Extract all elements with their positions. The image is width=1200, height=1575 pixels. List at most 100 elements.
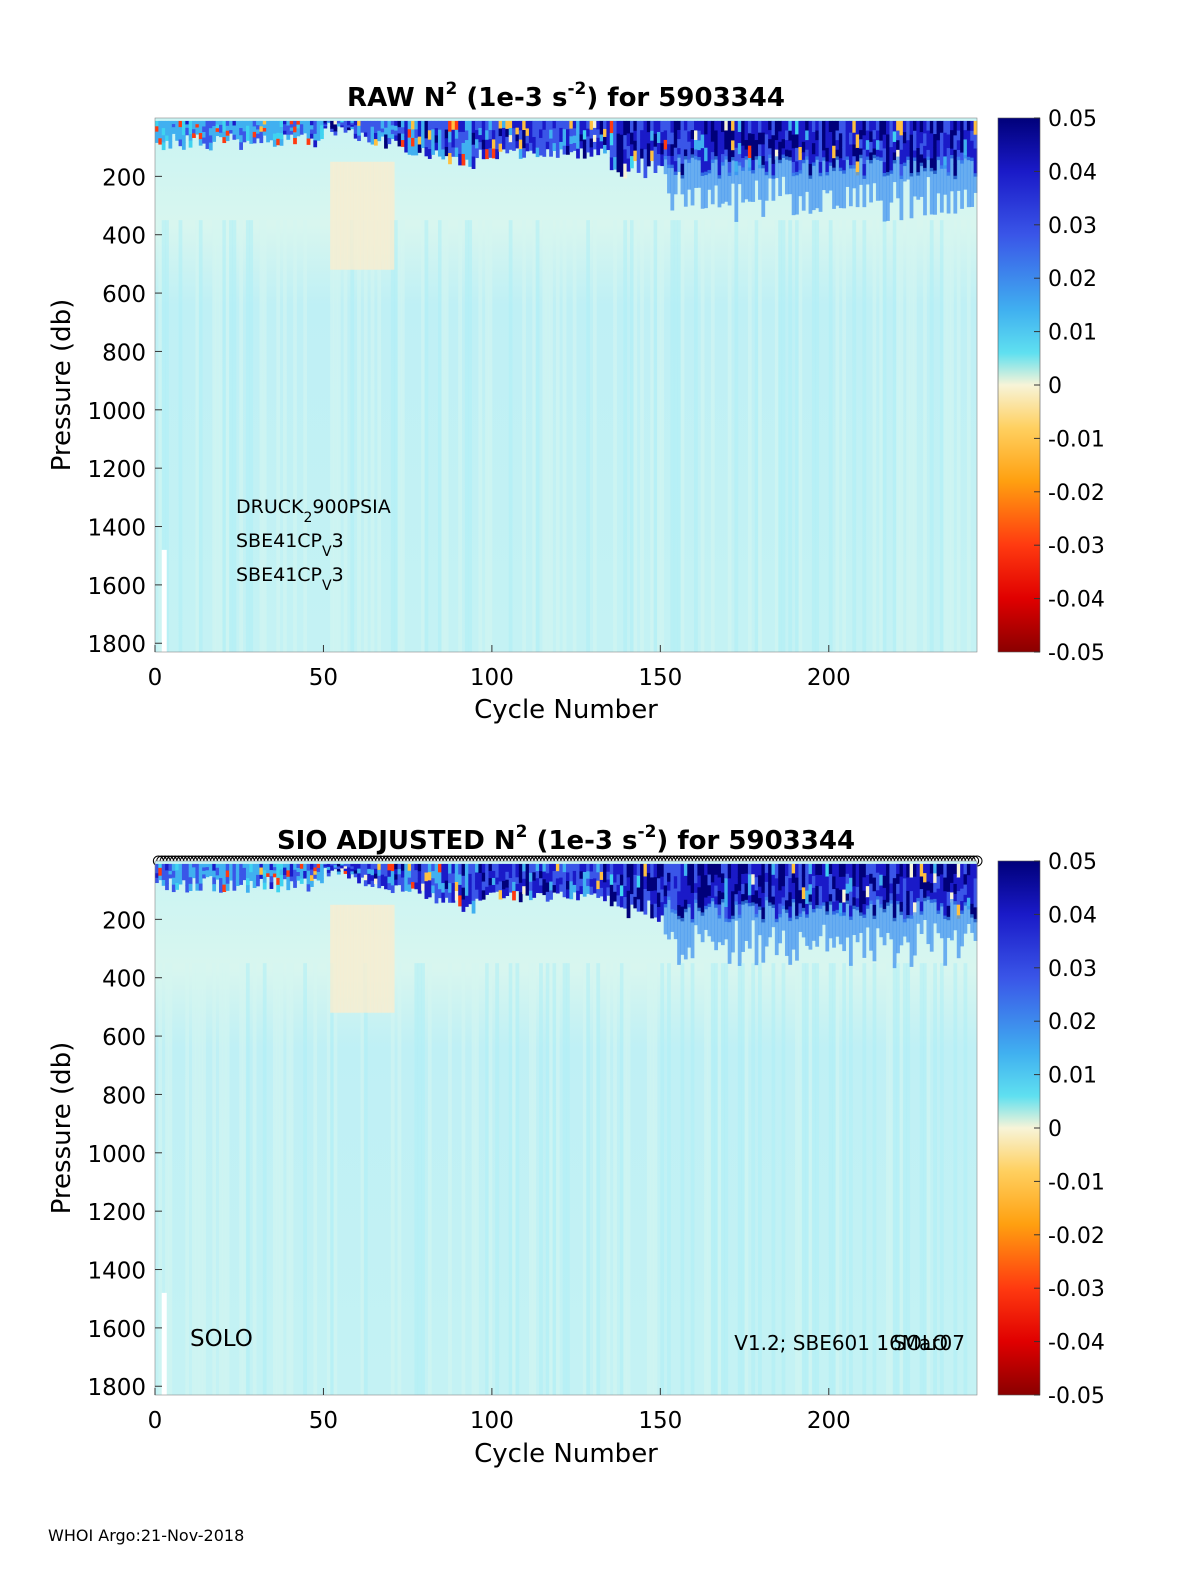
heatmap-cell bbox=[299, 873, 304, 880]
heatmap-column bbox=[239, 963, 243, 1395]
heatmap-cell bbox=[569, 881, 574, 891]
heatmap-cell bbox=[697, 120, 702, 132]
heatmap-cell bbox=[336, 868, 341, 873]
heatmap-column bbox=[343, 220, 348, 652]
heatmap-cell bbox=[495, 870, 500, 879]
heatmap-cell bbox=[764, 120, 769, 135]
heatmap-cell bbox=[347, 867, 351, 872]
heatmap-cell bbox=[522, 139, 526, 149]
heatmap-cell bbox=[185, 863, 190, 872]
heatmap-cell bbox=[845, 863, 850, 875]
heatmap-cell bbox=[579, 871, 584, 880]
heatmap-cell bbox=[896, 156, 900, 199]
heatmap-cell bbox=[656, 131, 661, 144]
heatmap-cell bbox=[899, 889, 904, 903]
heatmap-cell bbox=[720, 892, 725, 903]
plot-area bbox=[154, 117, 978, 653]
heatmap-cell bbox=[390, 871, 395, 879]
heatmap-cell bbox=[458, 120, 462, 133]
heatmap-cell bbox=[822, 902, 826, 925]
heatmap-cell bbox=[953, 883, 958, 895]
heatmap-cell bbox=[700, 134, 705, 149]
heatmap-cell bbox=[272, 867, 277, 871]
heatmap-cell bbox=[734, 874, 739, 885]
heatmap-cell bbox=[808, 894, 813, 906]
heatmap-cell bbox=[818, 120, 823, 136]
heatmap-cell bbox=[518, 130, 523, 141]
heatmap-cell bbox=[411, 137, 415, 147]
heatmap-cell bbox=[279, 133, 284, 140]
heatmap-cell bbox=[592, 120, 597, 129]
heatmap-cell bbox=[380, 120, 385, 126]
heatmap-cell bbox=[242, 126, 247, 132]
heatmap-cell bbox=[464, 874, 469, 886]
heatmap-cell bbox=[714, 149, 718, 160]
heatmap-cell bbox=[390, 878, 395, 886]
heatmap-cell bbox=[434, 893, 439, 904]
heatmap-cell bbox=[744, 149, 749, 160]
y-axis-label: Pressure (db) bbox=[47, 299, 77, 472]
heatmap-cell bbox=[926, 140, 931, 151]
heatmap-cell bbox=[569, 120, 574, 130]
heatmap-cell bbox=[501, 863, 506, 873]
heatmap-cell bbox=[309, 133, 314, 139]
heatmap-cell bbox=[377, 881, 382, 889]
heatmap-cell bbox=[781, 905, 786, 931]
heatmap-cell bbox=[764, 896, 769, 947]
heatmap-cell bbox=[923, 897, 927, 921]
heatmap-cell bbox=[906, 130, 911, 141]
heatmap-cell bbox=[808, 149, 813, 165]
heatmap-cell bbox=[572, 128, 577, 137]
heatmap-cell bbox=[825, 171, 830, 194]
heatmap-cell bbox=[906, 140, 911, 151]
heatmap-column bbox=[879, 220, 884, 652]
heatmap-column bbox=[212, 963, 217, 1395]
heatmap-cell bbox=[811, 899, 816, 913]
heatmap-cell bbox=[636, 899, 641, 912]
heatmap-cell bbox=[704, 886, 708, 899]
heatmap-column bbox=[778, 220, 783, 652]
heatmap-cell bbox=[542, 138, 547, 148]
heatmap-column bbox=[562, 220, 567, 652]
heatmap-cell bbox=[663, 904, 668, 935]
heatmap-cell bbox=[185, 120, 190, 125]
heatmap-column bbox=[754, 220, 759, 652]
heatmap-cell bbox=[906, 863, 911, 878]
heatmap-cell bbox=[640, 875, 644, 888]
heatmap-cell bbox=[528, 872, 533, 883]
heatmap-cell bbox=[784, 149, 789, 160]
heatmap-cell bbox=[939, 874, 944, 886]
x-tick-label: 100 bbox=[470, 665, 514, 691]
heatmap-cell bbox=[822, 120, 826, 132]
heatmap-cell bbox=[838, 889, 843, 904]
heatmap-cell bbox=[471, 120, 476, 134]
y-tick-label: 400 bbox=[102, 224, 146, 250]
heatmap-cell bbox=[768, 130, 772, 140]
heatmap-cell bbox=[929, 863, 934, 875]
heatmap-cell bbox=[613, 132, 617, 146]
heatmap-cell bbox=[501, 134, 506, 143]
heatmap-cell bbox=[168, 867, 173, 872]
heatmap-cell bbox=[384, 161, 388, 270]
heatmap-cell bbox=[380, 128, 385, 133]
heatmap-cell bbox=[643, 149, 648, 164]
heatmap-cell bbox=[323, 124, 328, 127]
heatmap-cell bbox=[566, 863, 570, 873]
heatmap-cell bbox=[539, 146, 543, 156]
heatmap-cell bbox=[596, 880, 601, 890]
heatmap-cell bbox=[609, 133, 614, 146]
heatmap-cell bbox=[818, 162, 823, 177]
heatmap-column bbox=[771, 963, 776, 1395]
heatmap-cell bbox=[656, 892, 661, 908]
heatmap-cell bbox=[394, 863, 398, 870]
heatmap-column bbox=[862, 220, 867, 652]
heatmap-cell bbox=[939, 863, 944, 875]
heatmap-cell bbox=[966, 863, 971, 876]
heatmap-column bbox=[528, 963, 533, 1395]
heatmap-cell bbox=[549, 890, 553, 900]
heatmap-cell bbox=[340, 904, 345, 1013]
colorbar-tick-label: -0.04 bbox=[1048, 1331, 1105, 1356]
heatmap-cell bbox=[781, 875, 786, 887]
heatmap-cell bbox=[741, 133, 745, 147]
heatmap-cell bbox=[801, 907, 806, 938]
